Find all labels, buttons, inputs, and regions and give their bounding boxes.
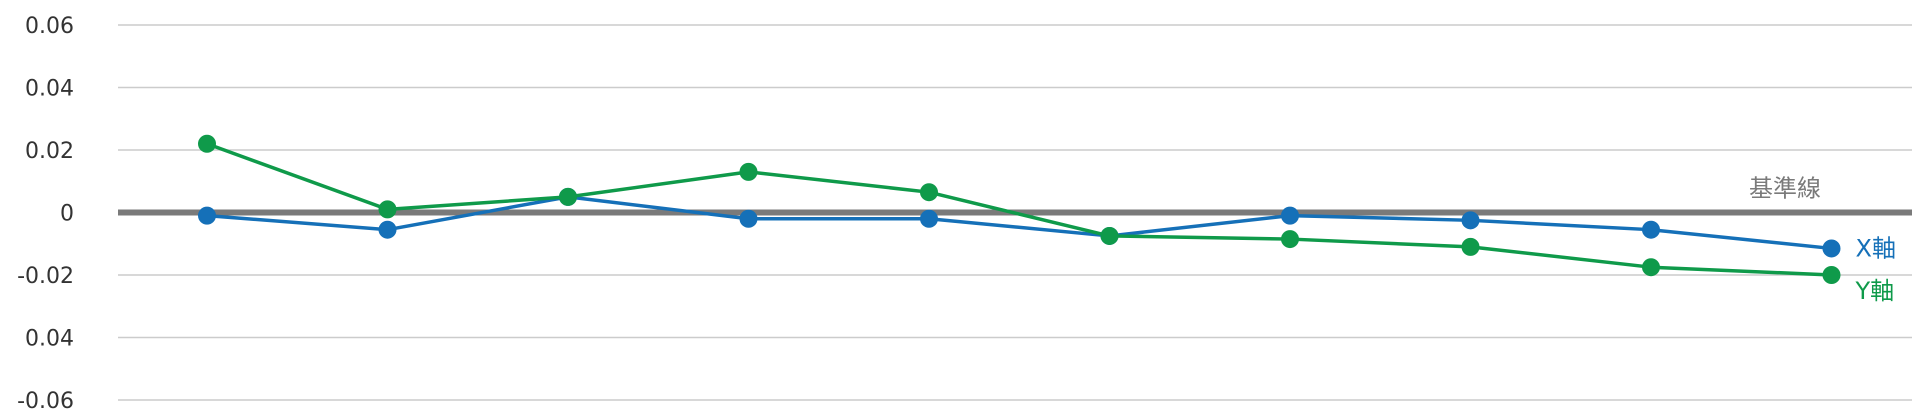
data-point bbox=[1822, 266, 1841, 284]
series-line bbox=[206, 195, 1832, 251]
data-point bbox=[1642, 258, 1660, 277]
data-point bbox=[739, 162, 758, 181]
series-label: Y軸 bbox=[1855, 277, 1895, 305]
data-point bbox=[378, 200, 397, 219]
data-point bbox=[198, 206, 216, 225]
y-tick-label: -0.06 bbox=[17, 389, 74, 414]
series-1: X軸 bbox=[198, 187, 1896, 262]
data-point bbox=[920, 183, 938, 202]
data-point bbox=[1822, 239, 1841, 258]
data-point bbox=[1461, 211, 1480, 230]
y-tick-label: 0 bbox=[60, 202, 74, 227]
data-point bbox=[559, 187, 577, 206]
series-2: Y軸 bbox=[198, 134, 1895, 305]
data-point bbox=[198, 134, 216, 153]
data-point bbox=[378, 220, 397, 239]
y-tick-label: -0.02 bbox=[17, 264, 74, 289]
y-tick-label: 0.06 bbox=[25, 14, 74, 39]
baseline-label: 基準線 bbox=[1749, 175, 1821, 203]
data-point bbox=[1461, 237, 1480, 256]
y-tick-label: 0.04 bbox=[25, 77, 74, 102]
data-point bbox=[1100, 226, 1119, 245]
y-axis-tick-labels: 0.06 0.04 0.02 0 -0.02 0.04 -0.06 bbox=[17, 14, 74, 414]
series-line bbox=[206, 142, 1832, 277]
series-label: X軸 bbox=[1856, 234, 1896, 262]
data-point bbox=[1642, 220, 1660, 239]
data-point bbox=[739, 209, 758, 228]
y-tick-label: 0.04 bbox=[25, 327, 74, 352]
series-layer: X軸 Y軸 bbox=[198, 134, 1896, 305]
y-tick-label: 0.02 bbox=[25, 139, 74, 164]
data-point bbox=[1281, 206, 1299, 225]
data-point bbox=[920, 209, 938, 228]
data-point bbox=[1281, 230, 1299, 249]
